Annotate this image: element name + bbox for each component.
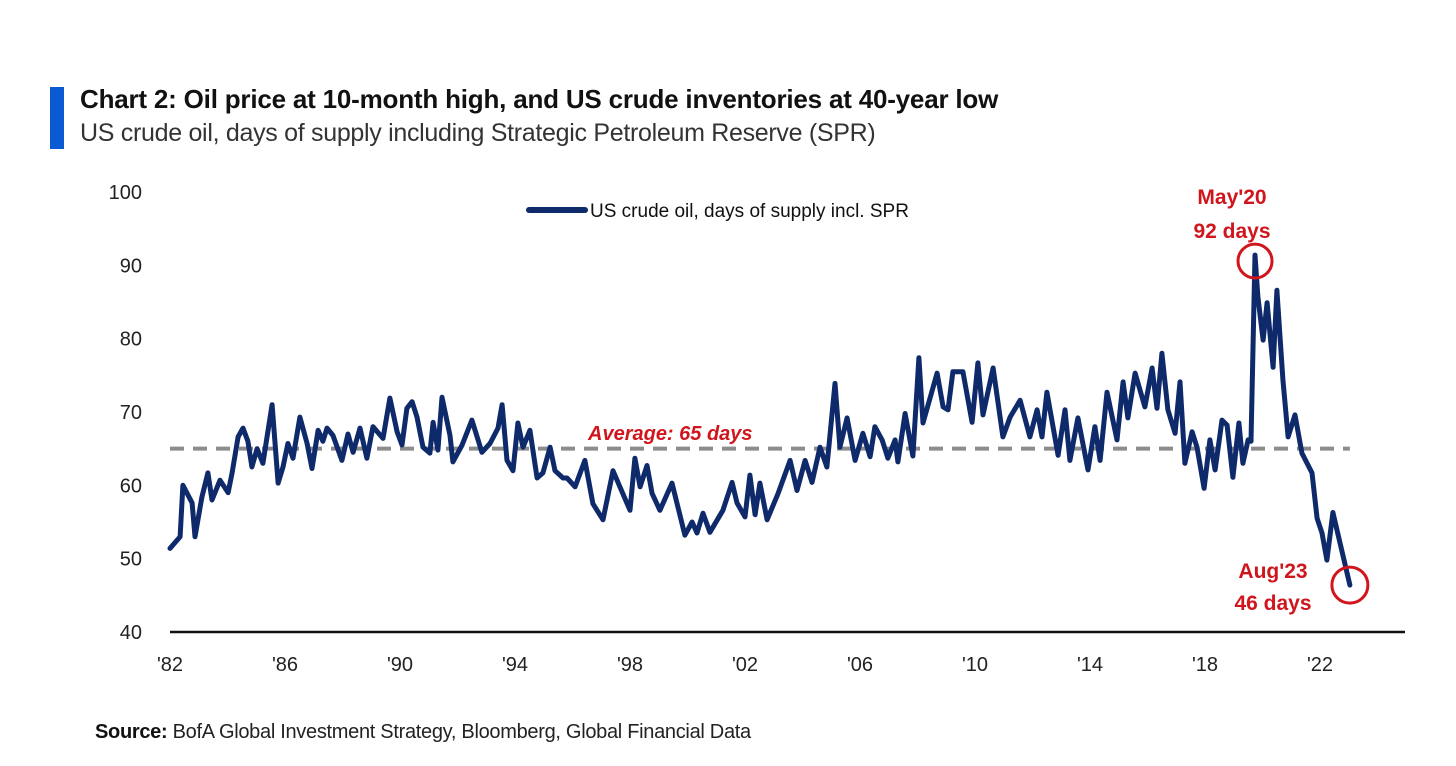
legend: US crude oil, days of supply incl. SPR [526,201,909,222]
x-tick-label: '22 [1307,654,1333,676]
x-tick-label: '94 [502,654,528,676]
legend-label: US crude oil, days of supply incl. SPR [590,201,909,222]
low-annotation-value: 46 days [1234,592,1311,615]
x-tick-label: '82 [157,654,183,676]
y-tick-label: 90 [120,255,142,277]
x-tick-label: '02 [732,654,758,676]
x-tick-label: '14 [1077,654,1103,676]
source-text: BofA Global Investment Strategy, Bloombe… [167,721,752,743]
y-tick-label: 60 [120,475,142,497]
source-note: Source: BofA Global Investment Strategy,… [95,721,751,744]
series-line [167,252,1353,588]
chart-title: Chart 2: Oil price at 10-month high, and… [80,84,999,114]
low-annotation-date: Aug'23 [1238,560,1307,583]
x-tick-label: '10 [962,654,988,676]
x-tick-label: '06 [847,654,873,676]
chart-subtitle: US crude oil, days of supply including S… [80,119,876,147]
average-label: Average: 65 days [587,423,753,445]
source-label: Source: [95,721,168,743]
low-marker-circle [1330,565,1370,605]
peak-marker-circle [1236,242,1274,280]
y-tick-label: 100 [109,182,142,204]
x-tick-label: '98 [617,654,643,676]
x-tick-label: '18 [1192,654,1218,676]
peak-annotation-date: May'20 [1197,186,1266,209]
y-tick-label: 70 [120,402,142,424]
y-tick-label: 80 [120,329,142,351]
x-axis-ticks: '82 '86 '90 '94 '98 '02 '06 '10 '14 '18 '22 [157,654,1333,676]
y-tick-label: 50 [120,549,142,571]
x-tick-label: '90 [387,654,413,676]
peak-annotation-value: 92 days [1193,220,1270,243]
y-axis-ticks: 40 50 60 70 80 90 100 [109,182,142,644]
x-tick-label: '86 [272,654,298,676]
title-accent-bar [50,87,64,149]
y-tick-label: 40 [120,622,142,644]
